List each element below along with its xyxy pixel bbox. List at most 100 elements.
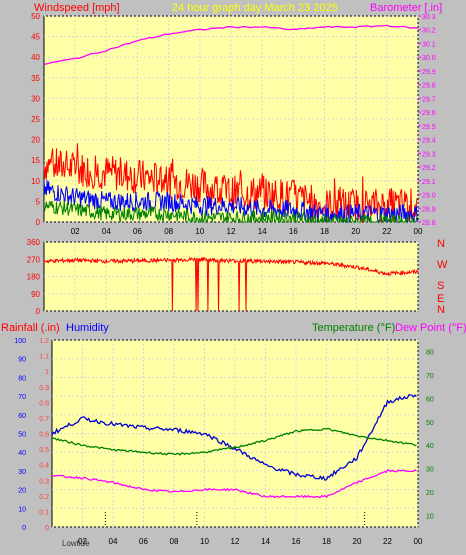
top-x-tick-label: 08 [164, 227, 173, 236]
wind-tick-label: 50 [31, 12, 40, 21]
rainfall-tick-label: 1.1 [39, 354, 49, 361]
rainfall-tick-label: 0.1 [39, 509, 49, 516]
wind-tick-label: 20 [31, 136, 40, 145]
bottom-x-tick-label: 12 [231, 537, 240, 546]
humidity-tick-label: 80 [18, 375, 26, 382]
rainfall-tick-label: 0.3 [39, 478, 49, 485]
bottom-x-tick-label: 20 [353, 537, 362, 546]
compass-letter: N [437, 238, 445, 250]
barometer-tick-label: 29.1 [422, 179, 436, 186]
humidity-tick-label: 0 [22, 525, 26, 532]
top-x-tick-label: 16 [289, 227, 298, 236]
bottom-x-tick-label: 02 [78, 537, 87, 546]
barometer-tick-label: 30.2 [422, 28, 436, 35]
top-x-tick-label: 02 [71, 227, 80, 236]
rainfall-tick-label: 0.9 [39, 385, 49, 392]
humidity-tick-label: 50 [18, 432, 26, 439]
wind-direction-line [43, 256, 419, 312]
top-x-tick-label: 12 [227, 227, 236, 236]
barometer-line [43, 24, 419, 65]
bottom-x-tick-label: 08 [170, 537, 179, 546]
top-x-tick-label: 22 [382, 227, 391, 236]
direction-tick-label: 180 [27, 273, 41, 282]
humidity-tick-label: 20 [18, 488, 26, 495]
barometer-tick-label: 29.8 [422, 83, 436, 90]
direction-tick-label: 360 [27, 238, 41, 247]
temperature-tick-label: 70 [426, 373, 434, 380]
wind-low-line [43, 200, 418, 224]
humidity-tick-label: 90 [18, 357, 26, 364]
bottom-x-tick-label: 06 [139, 537, 148, 546]
rainfall-tick-label: 1 [45, 369, 49, 376]
compass-letter: E [437, 293, 444, 305]
bottom-x-tick-label: 00 [414, 537, 423, 546]
wind-tick-label: 30 [31, 94, 40, 103]
chart-title: 24 hour graph day March 23 2025 [172, 2, 338, 14]
barometer-tick-label: 29.2 [422, 165, 436, 172]
temperature-tick-label: 60 [426, 396, 434, 403]
dewpoint-axis-label: Dew Point (°F) [395, 322, 466, 334]
lowtide-label: Lowtide [62, 539, 90, 548]
humidity-tick-label: 30 [18, 469, 26, 476]
temperature-tick-label: 80 [426, 350, 434, 357]
rainfall-tick-label: 0.8 [39, 400, 49, 407]
rainfall-tick-label: 0 [45, 525, 49, 532]
wind-tick-label: 25 [31, 115, 40, 124]
temperature-tick-label: 30 [426, 467, 434, 474]
dewpoint-line [51, 469, 417, 499]
temperature-line [51, 427, 417, 456]
direction-tick-label: 0 [36, 307, 41, 316]
top-x-tick-label: 14 [258, 227, 267, 236]
rainfall-tick-label: 0.4 [39, 463, 49, 470]
barometer-tick-label: 29.5 [422, 124, 436, 131]
humidity-tick-label: 40 [18, 450, 26, 457]
rainfall-tick-label: 0.5 [39, 447, 49, 454]
barometer-tick-label: 30.3 [422, 14, 436, 21]
barometer-axis-label: Barometer [.in] [370, 2, 442, 14]
barometer-tick-label: 30.1 [422, 41, 436, 48]
temperature-tick-label: 10 [426, 513, 434, 520]
temperature-tick-label: 20 [426, 490, 434, 497]
wind-tick-label: 15 [31, 156, 40, 165]
humidity-tick-label: 60 [18, 413, 26, 420]
compass-letter: W [437, 259, 448, 271]
humidity-axis-label: Humidity [66, 322, 109, 334]
humidity-tick-label: 70 [18, 394, 26, 401]
top-x-tick-label: 04 [102, 227, 111, 236]
barometer-tick-label: 29.0 [422, 193, 436, 200]
rainfall-tick-label: 0.2 [39, 494, 49, 501]
top-x-tick-label: 00 [414, 227, 423, 236]
barometer-tick-label: 29.3 [422, 151, 436, 158]
temperature-tick-label: 50 [426, 420, 434, 427]
wind-tick-label: 5 [36, 197, 41, 206]
humidity-line [51, 394, 417, 481]
temperature-axis-label: Temperature (°F) [312, 322, 395, 334]
wind-axis-label: Windspeed [mph] [34, 2, 120, 14]
rainfall-tick-label: 1.2 [39, 338, 49, 345]
top-x-tick-label: 10 [195, 227, 204, 236]
rainfall-tick-label: 0.6 [39, 432, 49, 439]
bottom-x-tick-label: 18 [322, 537, 331, 546]
wind-avg-line [43, 179, 418, 224]
humidity-tick-label: 10 [18, 506, 26, 513]
humidity-tick-label: 100 [14, 338, 26, 345]
compass-letter: S [437, 280, 444, 292]
bottom-x-tick-label: 04 [109, 537, 118, 546]
bottom-x-tick-label: 10 [200, 537, 209, 546]
bottom-x-tick-label: 16 [292, 537, 301, 546]
barometer-tick-label: 28.9 [422, 206, 436, 213]
rainfall-tick-label: 0.7 [39, 416, 49, 423]
rainfall-axis-label: Rainfall (.in) [1, 322, 60, 334]
top-x-tick-label: 06 [133, 227, 142, 236]
top-x-tick-label: 20 [351, 227, 360, 236]
barometer-tick-label: 29.6 [422, 110, 436, 117]
bottom-x-tick-label: 14 [261, 537, 270, 546]
barometer-tick-label: 30.0 [422, 55, 436, 62]
barometer-tick-label: 29.4 [422, 138, 436, 145]
barometer-tick-label: 29.9 [422, 69, 436, 76]
top-x-tick-label: 18 [320, 227, 329, 236]
wind-tick-label: 40 [31, 53, 40, 62]
direction-tick-label: 90 [31, 290, 40, 299]
compass-letter: N [437, 304, 445, 316]
